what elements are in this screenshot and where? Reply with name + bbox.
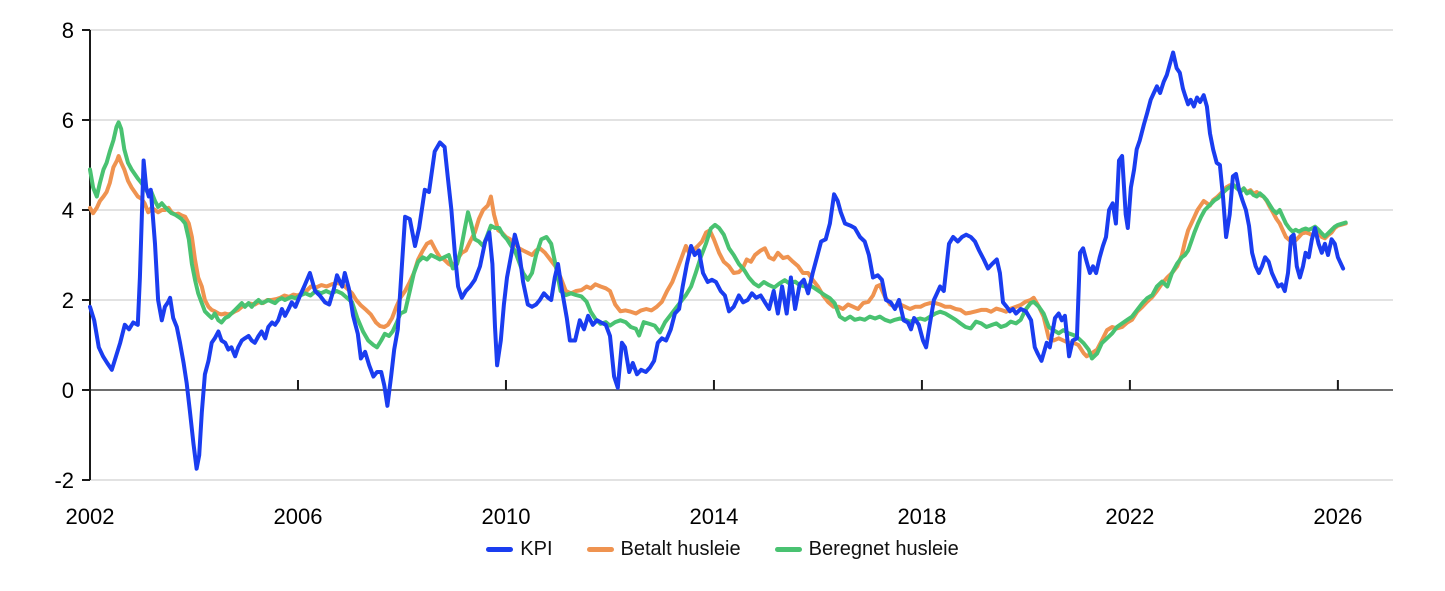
x-axis-label-2026: 2026 xyxy=(1313,504,1362,529)
betalt-husleie-line-swatch-icon xyxy=(586,547,614,552)
legend-label-kpi: KPI xyxy=(520,538,553,560)
x-axis-label-2006: 2006 xyxy=(274,504,323,529)
y-axis-label-4: 4 xyxy=(62,198,74,223)
x-axis-label-2014: 2014 xyxy=(689,504,738,529)
beregnet-husleie-line-swatch-icon xyxy=(774,547,802,552)
series-line-betalt-husleie xyxy=(88,154,1348,359)
y-axis-label-0: 0 xyxy=(62,378,74,403)
legend-item-kpi: KPI xyxy=(486,538,553,561)
series-line-kpi xyxy=(88,50,1346,471)
x-axis-label-2002: 2002 xyxy=(66,504,115,529)
kpi-line-swatch-icon xyxy=(486,547,514,552)
legend-item-beregnet-husleie: Beregnet husleie xyxy=(774,538,959,561)
x-axis-label-2022: 2022 xyxy=(1105,504,1154,529)
x-axis-label-2010: 2010 xyxy=(481,504,530,529)
y-axis-label-8: 8 xyxy=(62,18,74,43)
y-axis-label-2: 2 xyxy=(62,288,74,313)
x-axis-label-2018: 2018 xyxy=(897,504,946,529)
series-line-beregnet-husleie xyxy=(88,120,1348,361)
legend-item-betalt-husleie: Betalt husleie xyxy=(586,538,741,561)
legend-label-beregnet-husleie: Beregnet husleie xyxy=(808,538,959,560)
y-axis-label-6: 6 xyxy=(62,108,74,133)
y-axis-label--2: -2 xyxy=(54,468,74,493)
chart-legend: KPI Betalt husleie Beregnet husleie xyxy=(0,538,1445,561)
legend-label-betalt-husleie: Betalt husleie xyxy=(620,538,741,560)
